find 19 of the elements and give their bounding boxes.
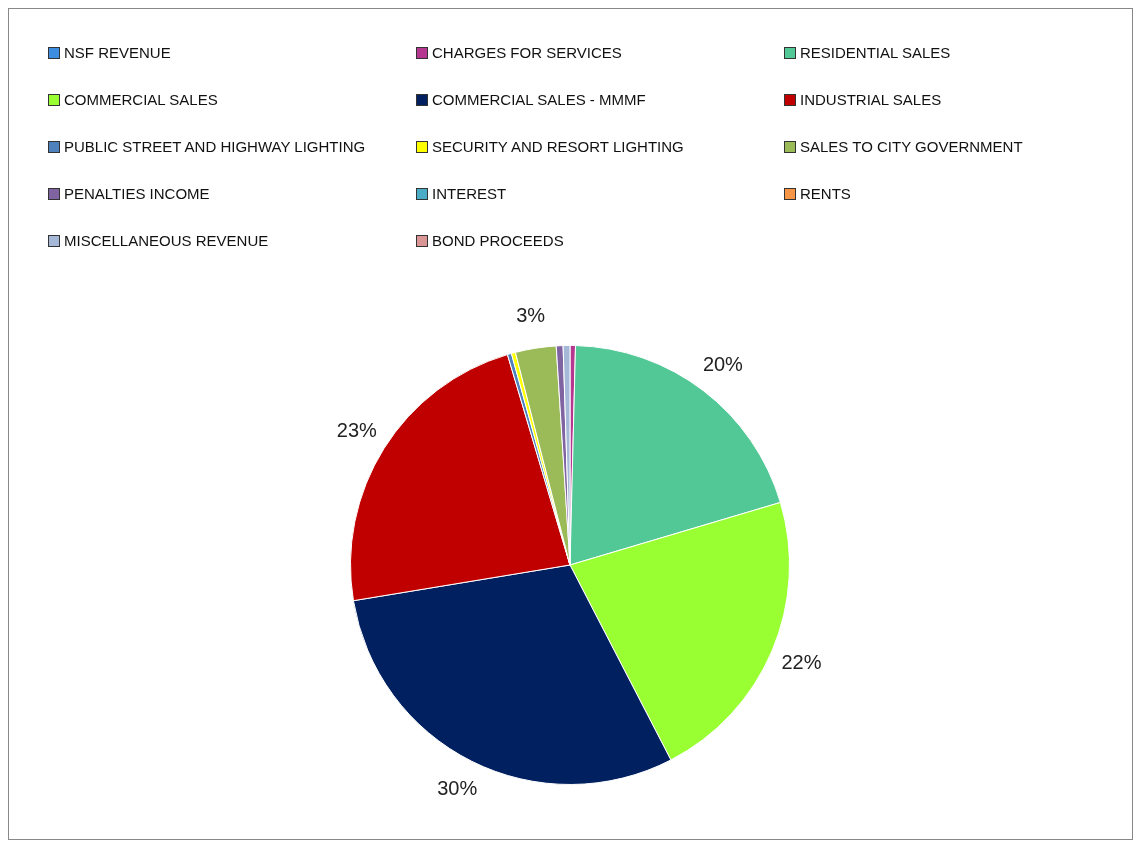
legend-label: PENALTIES INCOME (64, 185, 210, 202)
legend-label: COMMERCIAL SALES (64, 91, 218, 108)
data-label: 20% (702, 352, 744, 375)
legend-label: PUBLIC STREET AND HIGHWAY LIGHTING (64, 138, 366, 155)
data-label: 30% (437, 777, 478, 800)
legend-label: INDUSTRIAL SALES (800, 91, 942, 108)
data-label: 23% (336, 419, 378, 442)
legend-label: RESIDENTIAL SALES (800, 44, 951, 61)
data-label: 22% (781, 650, 822, 673)
legend-label: BOND PROCEEDS (432, 232, 564, 249)
legend-label: SECURITY AND RESORT LIGHTING (432, 138, 684, 155)
legend-label: SALES TO CITY GOVERNMENT (800, 138, 1023, 155)
legend-label: INTEREST (432, 185, 507, 202)
legend-label: MISCELLANEOUS REVENUE (64, 232, 269, 249)
data-label: 3% (516, 304, 546, 327)
legend-label: COMMERCIAL SALES - MMMF (432, 91, 646, 108)
legend-label: RENTS (800, 185, 851, 202)
legend-label: NSF REVENUE (64, 44, 171, 61)
legend-label: CHARGES FOR SERVICES (432, 44, 622, 61)
